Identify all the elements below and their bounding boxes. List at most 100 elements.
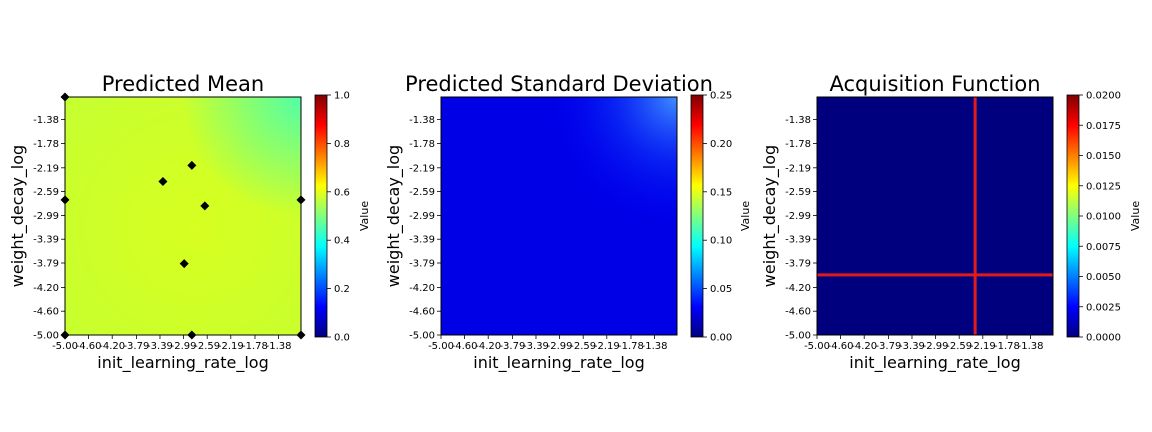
- x-axis-label: init_learning_rate_log: [849, 353, 1020, 373]
- colorbar-label: Value: [358, 201, 371, 231]
- colorbar-tick-label: 0.0: [334, 333, 350, 344]
- y-tick-label: -3.79: [785, 259, 811, 270]
- colorbar-tick-label: 0.0100: [1086, 212, 1121, 223]
- y-tick-label: -4.60: [33, 307, 59, 318]
- x-axis-ticks: -5.00-4.60-4.20-3.79-3.39-2.99-2.59-2.19…: [52, 335, 292, 352]
- x-axis-ticks: -5.00-4.60-4.20-3.79-3.39-2.99-2.59-2.19…: [428, 335, 668, 352]
- x-tick-label: -2.59: [194, 341, 220, 352]
- y-tick-label: -3.79: [409, 259, 435, 270]
- y-axis-label: weight_decay_log: [760, 145, 780, 287]
- x-tick-label: -3.39: [147, 341, 173, 352]
- colorbar-ticks: 0.0 0.2 0.4 0.6 0.8 1.0: [327, 91, 350, 344]
- x-tick-label: -4.60: [452, 341, 478, 352]
- x-axis-label: init_learning_rate_log: [97, 353, 268, 373]
- colorbar-tick-label: 0.0125: [1086, 181, 1121, 192]
- y-tick-label: -2.19: [785, 163, 811, 174]
- observed-point: [200, 201, 210, 211]
- colorbar-tick-label: 0.0050: [1086, 272, 1121, 283]
- observed-point: [158, 176, 168, 186]
- x-tick-label: -4.60: [76, 341, 102, 352]
- colorbar-tick-label: 0.15: [710, 187, 732, 198]
- panel-title: Predicted Mean: [102, 72, 264, 96]
- colorbar-tick-label: 0.4: [334, 236, 350, 247]
- x-tick-label: -2.19: [594, 341, 620, 352]
- x-tick-label: -1.38: [642, 341, 668, 352]
- colorbar-tick-label: 0.6: [334, 187, 350, 198]
- y-axis-ticks: -1.38 -1.78 -2.19 -2.59 -2.99 -3.39 -3.79 -4.20…: [409, 115, 441, 342]
- plot-frame: [64, 96, 302, 336]
- x-axis-ticks: -5.00-4.60-4.20-3.79-3.39-2.99-2.59-2.19…: [804, 335, 1044, 352]
- colorbar-tick-label: 1.0: [334, 91, 350, 102]
- y-tick-label: -2.99: [785, 211, 811, 222]
- colorbar-gradient: [314, 94, 328, 338]
- y-tick-label: -3.79: [33, 259, 59, 270]
- y-tick-label: -2.19: [409, 163, 435, 174]
- y-tick-label: -4.20: [33, 283, 59, 294]
- panel-acquisition: Acquisition Function -5.00-4.60-4.20-3.7…: [760, 72, 1142, 373]
- mean-corner: [65, 97, 301, 335]
- y-tick-label: -2.59: [409, 187, 435, 198]
- y-tick-label: -2.19: [33, 163, 59, 174]
- colorbar: 0.00 0.05 0.10 0.15 0.20 0.25 Value: [690, 91, 752, 344]
- x-tick-label: -4.20: [851, 341, 877, 352]
- heatmap-area: [60, 92, 306, 340]
- x-tick-label: -3.79: [875, 341, 901, 352]
- colorbar-label: Value: [739, 201, 752, 231]
- colorbar-tick-label: 0.25: [710, 91, 732, 102]
- x-tick-label: -4.20: [99, 341, 125, 352]
- y-axis-ticks: -1.38 -1.78 -2.19 -2.59 -2.99 -3.39 -3.79 -4.20…: [785, 115, 817, 342]
- y-tick-label: -2.99: [33, 211, 59, 222]
- y-tick-label: -4.60: [785, 307, 811, 318]
- panel-title: Predicted Standard Deviation: [405, 72, 713, 96]
- y-axis-label: weight_decay_log: [384, 145, 404, 287]
- observed-points: [60, 92, 306, 340]
- colorbar-tick-label: 0.10: [710, 236, 732, 247]
- x-tick-label: -2.59: [570, 341, 596, 352]
- panel-predicted-std: Predicted Standard Deviation -5.00-4.60-…: [384, 72, 752, 373]
- x-tick-label: -2.99: [547, 341, 573, 352]
- y-tick-label: -1.38: [409, 115, 435, 126]
- x-tick-label: -1.78: [994, 341, 1020, 352]
- x-tick-label: -4.60: [828, 341, 854, 352]
- y-tick-label: -3.39: [33, 235, 59, 246]
- panel-predicted-mean: Predicted Mean -5.00-4.60-4.20-3.79-3.39…: [8, 72, 371, 373]
- y-tick-label: -1.78: [785, 139, 811, 150]
- y-tick-label: -4.20: [409, 283, 435, 294]
- y-tick-label: -1.78: [33, 139, 59, 150]
- observed-point: [187, 160, 197, 170]
- observed-point: [179, 259, 189, 269]
- colorbar-tick-label: 0.20: [710, 139, 732, 150]
- x-tick-label: -2.59: [946, 341, 972, 352]
- x-tick-label: -3.39: [523, 341, 549, 352]
- y-axis-label: weight_decay_log: [8, 145, 28, 287]
- std-corner: [441, 97, 677, 335]
- colorbar-tick-label: 0.0025: [1086, 302, 1121, 313]
- colorbar-tick-label: 0.2: [334, 284, 350, 295]
- colorbar-tick-label: 0.0150: [1086, 151, 1121, 162]
- x-tick-label: -5.00: [52, 341, 78, 352]
- plot-frame: [440, 96, 678, 336]
- y-tick-label: -5.00: [785, 331, 811, 342]
- x-tick-label: -2.99: [923, 341, 949, 352]
- y-tick-label: -2.59: [785, 187, 811, 198]
- plot-frame: [816, 96, 1054, 336]
- heatmap-area: [440, 96, 678, 336]
- x-tick-label: -3.79: [499, 341, 525, 352]
- colorbar-label: Value: [1129, 201, 1142, 231]
- x-tick-label: -1.78: [618, 341, 644, 352]
- y-tick-label: -5.00: [409, 331, 435, 342]
- colorbar-tick-label: 0.8: [334, 139, 350, 150]
- colorbar-tick-label: 0.0175: [1086, 121, 1121, 132]
- acq-base: [817, 97, 1053, 335]
- y-axis-ticks: -1.38 -1.78 -2.19 -2.59 -2.99 -3.39 -3.79 -4.20…: [33, 115, 65, 342]
- colorbar: 0.0 0.2 0.4 0.6 0.8 1.0 Value: [314, 91, 371, 344]
- x-tick-label: -2.19: [218, 341, 244, 352]
- colorbar-tick-label: 0.0075: [1086, 242, 1121, 253]
- x-tick-label: -2.19: [970, 341, 996, 352]
- colorbar-tick-label: 0.00: [710, 333, 732, 344]
- colorbar-tick-label: 0.0200: [1086, 91, 1121, 102]
- x-tick-label: -5.00: [428, 341, 454, 352]
- colorbar-ticks: 0.00 0.05 0.10 0.15 0.20 0.25: [703, 91, 732, 344]
- y-tick-label: -3.39: [409, 235, 435, 246]
